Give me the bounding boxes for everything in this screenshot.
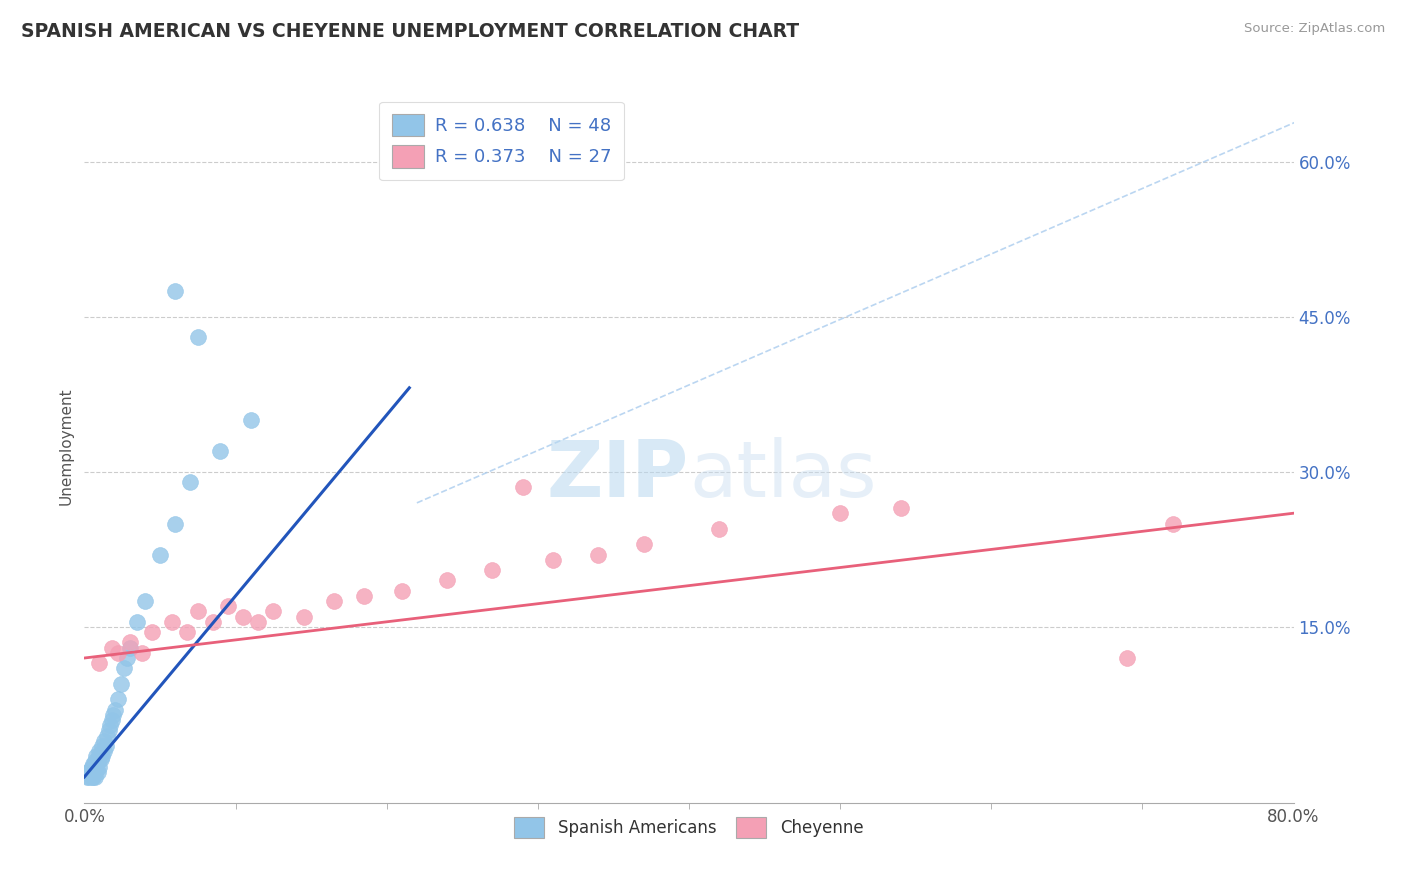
Point xyxy=(239,413,262,427)
Point xyxy=(80,759,103,773)
Point xyxy=(232,609,254,624)
Point xyxy=(165,284,187,298)
Point xyxy=(86,763,108,777)
Point xyxy=(101,707,124,722)
Point xyxy=(80,764,103,779)
Point xyxy=(112,661,135,675)
Point xyxy=(100,713,122,727)
Point xyxy=(176,625,198,640)
Point xyxy=(79,763,101,777)
Point xyxy=(149,548,172,562)
Point xyxy=(96,729,118,743)
Point xyxy=(115,651,138,665)
Point xyxy=(187,330,209,344)
Point xyxy=(187,605,209,619)
Point xyxy=(247,615,270,629)
Point xyxy=(77,764,100,779)
Point xyxy=(292,609,315,624)
Point xyxy=(481,563,503,577)
Point xyxy=(97,723,120,738)
Point xyxy=(98,718,121,732)
Y-axis label: Unemployment: Unemployment xyxy=(58,387,73,505)
Point xyxy=(104,703,127,717)
Point xyxy=(127,615,149,629)
Point xyxy=(436,574,458,588)
Point xyxy=(87,764,110,779)
Point xyxy=(82,756,104,771)
Point xyxy=(131,646,153,660)
Point xyxy=(890,501,912,516)
Point xyxy=(89,749,111,764)
Point xyxy=(87,755,110,769)
Point xyxy=(588,548,610,562)
Point xyxy=(709,522,731,536)
Point xyxy=(84,759,107,773)
Point xyxy=(209,444,232,458)
Point xyxy=(217,599,239,614)
Legend: Spanish Americans, Cheyenne: Spanish Americans, Cheyenne xyxy=(508,811,870,845)
Point xyxy=(134,594,156,608)
Point xyxy=(86,749,108,764)
Point xyxy=(94,739,117,753)
Point xyxy=(262,605,284,619)
Point xyxy=(84,770,107,784)
Point xyxy=(118,635,141,649)
Point xyxy=(76,770,98,784)
Text: ZIP: ZIP xyxy=(547,436,689,513)
Point xyxy=(84,764,107,779)
Point xyxy=(93,744,115,758)
Point xyxy=(541,553,564,567)
Point xyxy=(82,770,104,784)
Point xyxy=(89,744,111,758)
Point xyxy=(160,615,183,629)
Point xyxy=(91,749,114,764)
Point xyxy=(201,615,224,629)
Point xyxy=(141,625,163,640)
Point xyxy=(118,640,141,655)
Point xyxy=(86,756,108,771)
Text: atlas: atlas xyxy=(689,436,876,513)
Point xyxy=(90,746,112,760)
Point xyxy=(353,589,375,603)
Point xyxy=(100,640,122,655)
Point xyxy=(79,767,101,781)
Point xyxy=(77,770,100,784)
Point xyxy=(91,739,114,753)
Point xyxy=(179,475,201,490)
Point xyxy=(391,583,413,598)
Point xyxy=(80,770,103,784)
Point xyxy=(89,656,111,670)
Point xyxy=(165,516,187,531)
Point xyxy=(1116,651,1139,665)
Point xyxy=(90,752,112,766)
Point xyxy=(830,506,852,520)
Point xyxy=(89,759,111,773)
Point xyxy=(82,763,104,777)
Point xyxy=(107,646,129,660)
Point xyxy=(633,537,655,551)
Point xyxy=(110,677,132,691)
Point xyxy=(93,733,115,747)
Text: Source: ZipAtlas.com: Source: ZipAtlas.com xyxy=(1244,22,1385,36)
Point xyxy=(1161,516,1184,531)
Point xyxy=(322,594,344,608)
Point xyxy=(512,480,534,494)
Point xyxy=(107,692,129,706)
Text: SPANISH AMERICAN VS CHEYENNE UNEMPLOYMENT CORRELATION CHART: SPANISH AMERICAN VS CHEYENNE UNEMPLOYMEN… xyxy=(21,22,799,41)
Point xyxy=(84,755,107,769)
